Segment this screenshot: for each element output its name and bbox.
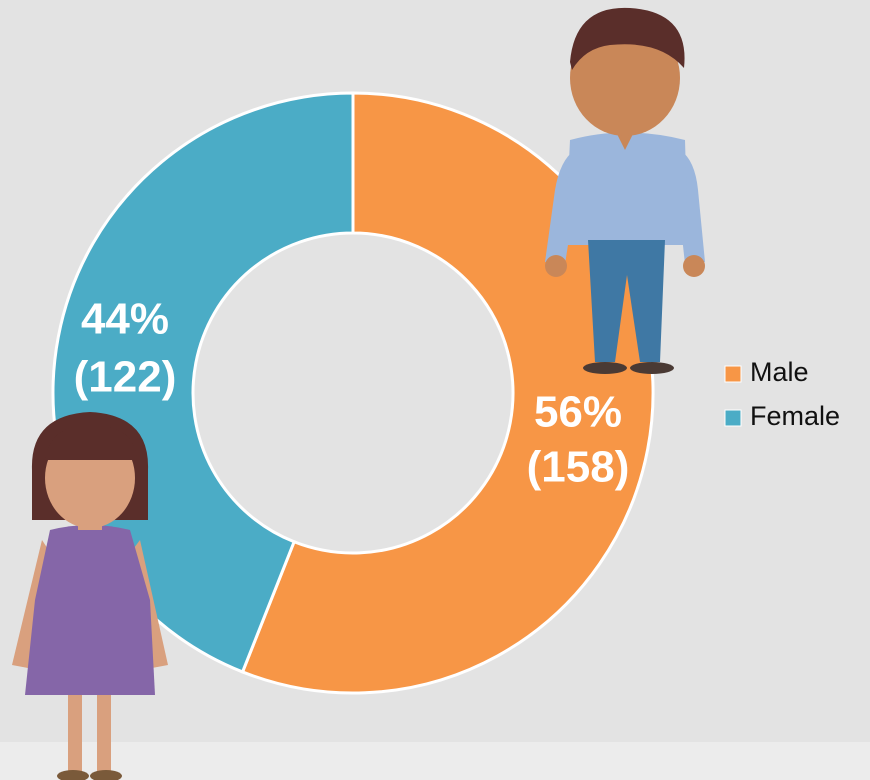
man-figure xyxy=(545,7,705,374)
legend-swatch xyxy=(724,365,742,383)
percent-label: 56% xyxy=(534,388,622,437)
footer-strip xyxy=(0,742,870,780)
legend-label: Male xyxy=(750,357,809,387)
legend-swatch xyxy=(724,409,742,427)
legend: Male Female xyxy=(724,357,840,431)
percent-label: 44% xyxy=(81,295,169,344)
girl-figure xyxy=(12,412,168,780)
legend-label: Female xyxy=(750,401,840,431)
count-label: (158) xyxy=(527,443,630,492)
count-label: (122) xyxy=(74,353,177,402)
